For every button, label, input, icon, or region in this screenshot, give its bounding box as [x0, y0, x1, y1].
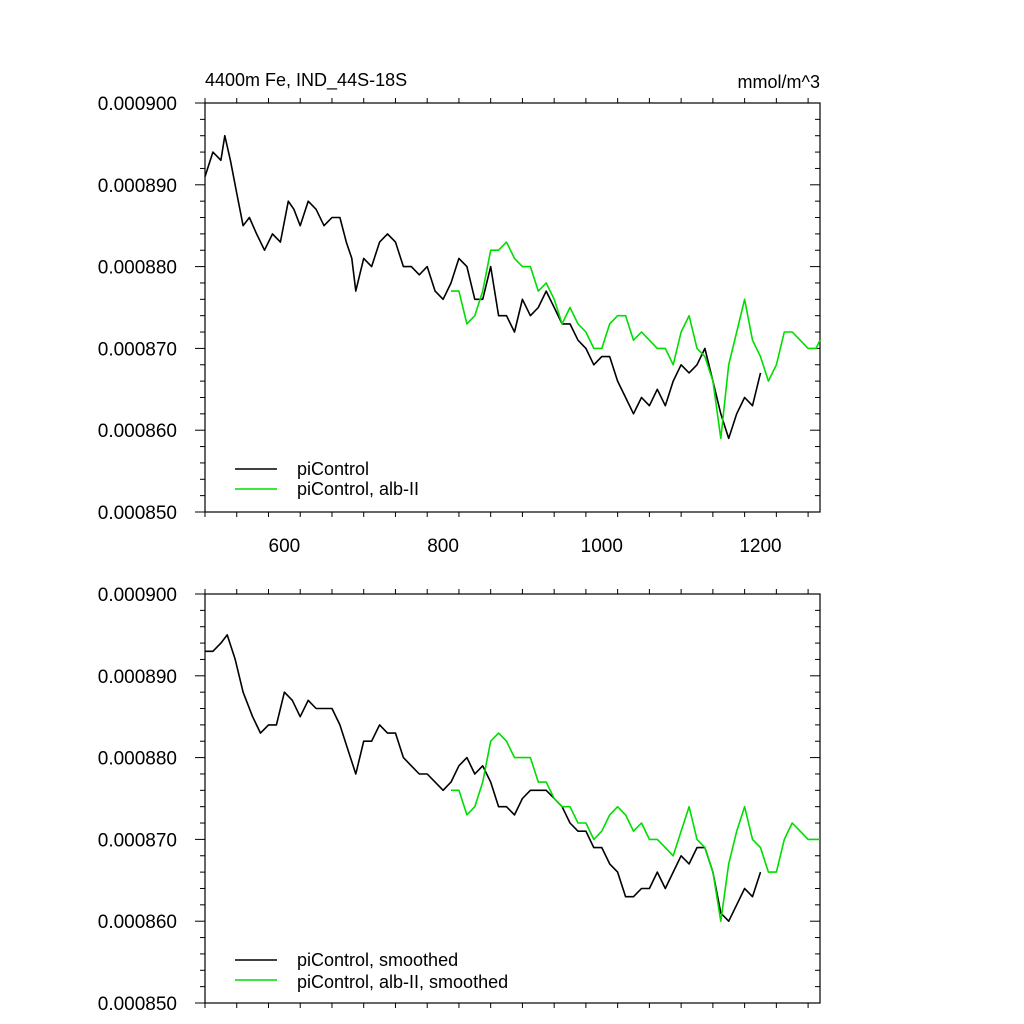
- units-label: mmol/m^3: [738, 72, 820, 92]
- series-line-alb-ii: [451, 732, 820, 923]
- bottom-panel: piControl, smoothed piControl, alb-II, s…: [98, 585, 821, 1015]
- series-line-picontrol: [205, 634, 762, 923]
- top-panel: 4400m Fe, IND_44S-18S mmol/m^3 piControl…: [98, 70, 821, 557]
- y-tick-label: 0.000870: [98, 830, 177, 851]
- x-tick-label: 1000: [581, 536, 623, 557]
- series-line-alb-ii: [451, 241, 821, 440]
- legend-label-picontrol-smoothed: piControl, smoothed: [297, 950, 458, 970]
- chart-title: 4400m Fe, IND_44S-18S: [205, 70, 407, 91]
- legend-label-alb-ii-smoothed: piControl, alb-II, smoothed: [297, 972, 508, 992]
- y-tick-label: 0.000850: [98, 503, 177, 524]
- plot-frame: [204, 102, 821, 513]
- series-line-picontrol: [204, 134, 762, 440]
- plot-frame: [204, 593, 821, 1004]
- y-tick-label: 0.000900: [98, 585, 177, 606]
- y-tick-label: 0.000870: [98, 339, 177, 360]
- y-tick-label: 0.000880: [98, 258, 177, 279]
- top-legend: piControl piControl, alb-II: [235, 459, 419, 499]
- y-tick-label: 0.000850: [98, 994, 177, 1015]
- bottom-legend: piControl, smoothed piControl, alb-II, s…: [235, 950, 508, 992]
- y-tick-label: 0.000890: [98, 176, 177, 197]
- x-tick-label: 800: [427, 536, 459, 557]
- x-tick-label: 600: [269, 536, 301, 557]
- y-tick-label: 0.000860: [98, 421, 177, 442]
- legend-label-alb-ii: piControl, alb-II: [297, 479, 419, 499]
- x-tick-label: 1200: [739, 536, 781, 557]
- y-tick-label: 0.000890: [98, 667, 177, 688]
- y-tick-label: 0.000860: [98, 912, 177, 933]
- y-tick-label: 0.000880: [98, 749, 177, 770]
- y-tick-label: 0.000900: [98, 94, 177, 115]
- legend-label-picontrol: piControl: [297, 459, 369, 479]
